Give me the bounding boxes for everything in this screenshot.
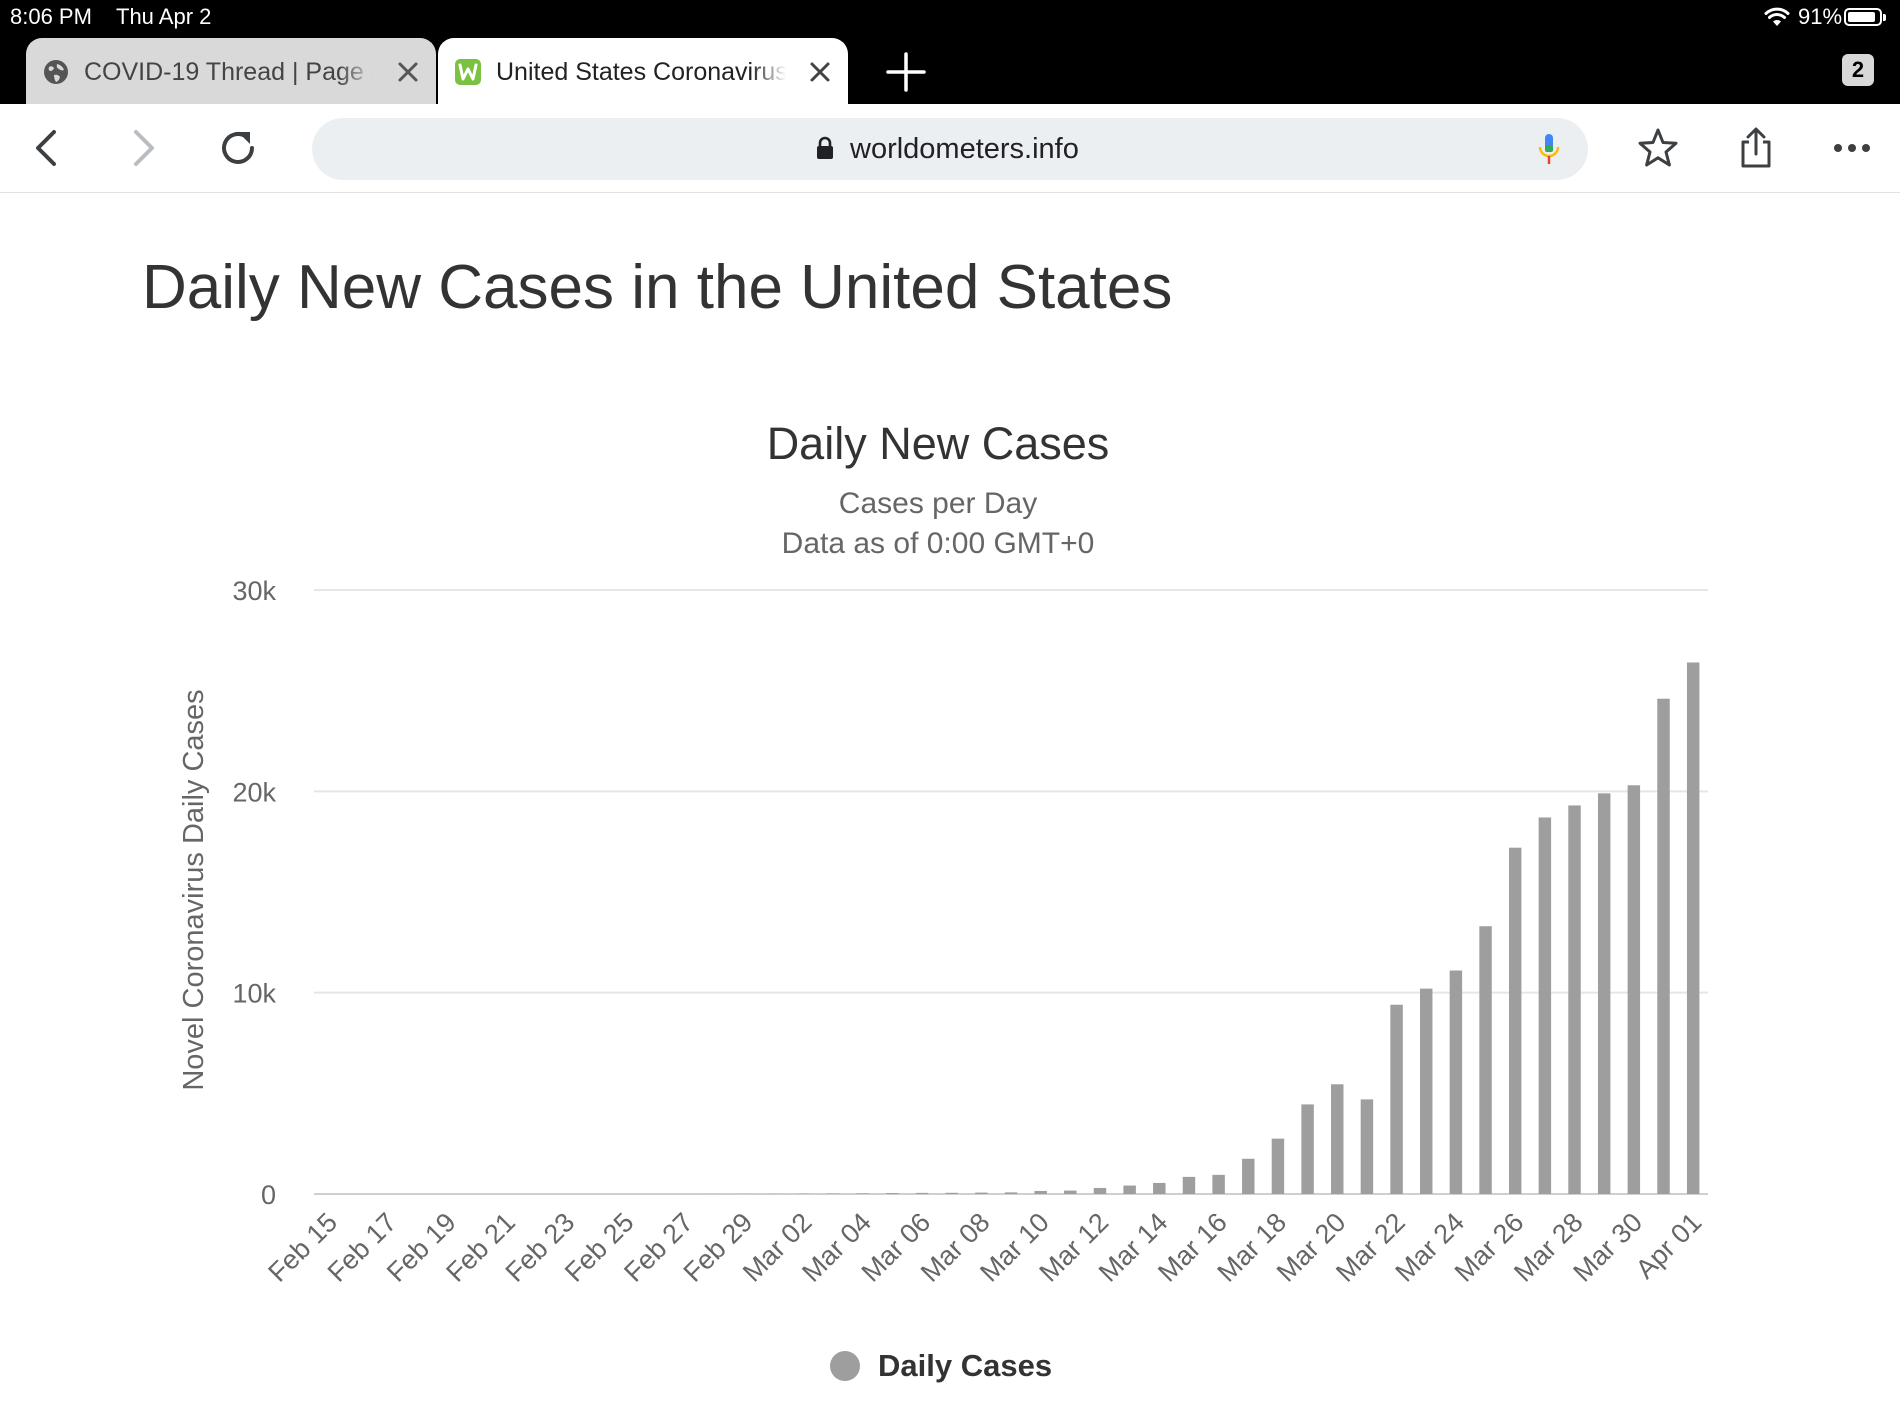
globe-icon (44, 60, 68, 84)
bar-mar-05[interactable] (886, 1193, 899, 1194)
battery-icon (1844, 8, 1886, 26)
bar-mar-09[interactable] (1004, 1192, 1018, 1194)
worldometers-w-icon (455, 59, 481, 85)
y-axis-label: Novel Coronavirus Daily Cases (178, 689, 210, 1090)
bar-mar-08[interactable] (975, 1192, 988, 1194)
legend-swatch (830, 1351, 860, 1381)
bar-mar-15[interactable] (1182, 1176, 1196, 1194)
tab-title: United States Coronavirus (496, 58, 786, 86)
bar-mar-22[interactable] (1390, 1004, 1403, 1194)
bar-mar-30[interactable] (1627, 785, 1641, 1194)
bar-mar-31[interactable] (1657, 698, 1670, 1194)
bar-mar-10[interactable] (1034, 1190, 1047, 1194)
bar-mar-17[interactable] (1242, 1158, 1255, 1194)
chart-subtitle: Cases per Day Data as of 0:00 GMT+0 (0, 484, 1876, 564)
status-bar: 8:06 PM Thu Apr 2 91% (0, 0, 1900, 36)
lock-icon (817, 136, 833, 159)
bar-mar-28[interactable] (1568, 805, 1581, 1194)
bar-apr-01[interactable] (1686, 662, 1700, 1194)
x-tick-label: Apr 01 (1630, 1207, 1707, 1284)
wifi-icon (1764, 7, 1790, 26)
star-icon[interactable] (1636, 126, 1680, 170)
bar-mar-13[interactable] (1123, 1185, 1136, 1194)
url-text[interactable]: worldometers.info (850, 133, 1079, 165)
y-tick-label: 20k (232, 777, 276, 807)
y-tick-label: 10k (232, 979, 276, 1009)
status-date: Thu Apr 2 (116, 4, 212, 29)
battery-level (1848, 12, 1876, 22)
bar-mar-27[interactable] (1538, 817, 1552, 1194)
mic-icon[interactable] (1536, 132, 1562, 168)
page-title: Daily New Cases in the United States (142, 253, 1173, 322)
legend-label: Daily Cases (878, 1348, 1053, 1383)
bar-mar-25[interactable] (1479, 926, 1492, 1194)
chart-title: Daily New Cases (766, 418, 1110, 469)
bar-mar-16[interactable] (1212, 1174, 1225, 1194)
bar-mar-20[interactable] (1331, 1084, 1344, 1194)
chart-legend[interactable]: Daily Cases (830, 1346, 1052, 1386)
share-icon[interactable] (1734, 126, 1778, 170)
chart-subtitle-line: Cases per Day (838, 487, 1038, 520)
bar-mar-07[interactable] (945, 1192, 958, 1194)
bar-mar-26[interactable] (1508, 847, 1522, 1194)
close-icon[interactable] (396, 60, 420, 84)
bar-mar-12[interactable] (1093, 1187, 1107, 1194)
new-tab-plus-icon[interactable] (884, 50, 928, 94)
tab-covid-thread[interactable]: COVID-19 Thread | Page 3 (26, 38, 436, 104)
chart-subtitle-line: Data as of 0:00 GMT+0 (781, 527, 1095, 560)
status-time: 8:06 PM (10, 4, 92, 29)
tab-title: COVID-19 Thread | Page 3 (84, 58, 374, 86)
bar-mar-29[interactable] (1597, 793, 1611, 1194)
close-icon[interactable] (808, 60, 832, 84)
bar-mar-24[interactable] (1449, 970, 1463, 1194)
more-icon[interactable] (1830, 126, 1874, 170)
bar-mar-18[interactable] (1271, 1138, 1285, 1194)
bar-mar-23[interactable] (1420, 988, 1433, 1194)
bar-mar-04[interactable] (856, 1193, 869, 1194)
tab-strip: COVID-19 Thread | Page 3 United States C… (0, 36, 1900, 104)
tab-count-button[interactable]: 2 (1842, 54, 1874, 86)
tab-united-states-coronavirus[interactable]: United States Coronavirus (438, 38, 848, 104)
y-tick-label: 30k (232, 576, 276, 606)
forward-icon[interactable] (120, 126, 164, 170)
bar-mar-11[interactable] (1064, 1190, 1077, 1194)
address-bar[interactable]: worldometers.info (312, 118, 1588, 180)
bar-mar-19[interactable] (1301, 1104, 1314, 1194)
browser-toolbar: worldometers.info (0, 104, 1900, 193)
battery-percent: 91% (1798, 4, 1843, 29)
back-icon[interactable] (26, 126, 70, 170)
bar-mar-21[interactable] (1360, 1099, 1374, 1194)
bar-mar-06[interactable] (915, 1192, 929, 1194)
y-tick-label: 0 (261, 1180, 276, 1210)
bar-mar-14[interactable] (1153, 1182, 1166, 1194)
reload-icon[interactable] (216, 126, 260, 170)
